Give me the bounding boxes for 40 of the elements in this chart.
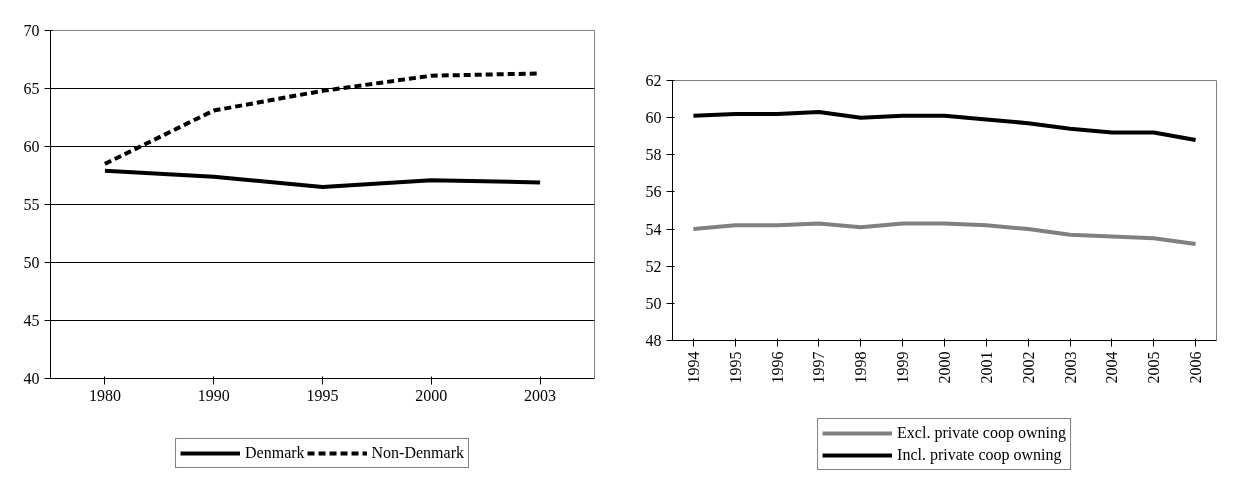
y-tick-label: 50 [645, 294, 662, 312]
x-tick-label: 2000 [415, 386, 448, 404]
x-tick-label: 1995 [726, 351, 744, 384]
x-tick-label: 2003 [1061, 351, 1079, 384]
y-tick-label: 48 [645, 332, 662, 349]
line-series [691, 221, 1198, 246]
y-tick-label: 70 [23, 22, 40, 39]
x-tick-label: 1999 [894, 351, 912, 384]
y-tick-label: 52 [645, 257, 662, 275]
y-tick-label: 62 [645, 72, 662, 89]
legend-label: Non-Denmark [371, 444, 464, 462]
x-tick-label: 1998 [852, 351, 870, 384]
line-series [691, 110, 1198, 142]
x-tick-label: 1997 [810, 351, 828, 384]
x-tick-label: 1994 [684, 351, 702, 384]
x-tick-label: 2006 [1187, 351, 1205, 384]
legend-label: Denmark [245, 444, 305, 462]
x-tick-label: 2005 [1145, 351, 1163, 384]
legend-label: Excl. private coop owning [897, 424, 1066, 442]
y-tick-label: 55 [23, 196, 40, 213]
line-series [102, 168, 543, 190]
x-tick-label: 1980 [88, 386, 121, 404]
x-tick-label: 2002 [1019, 351, 1037, 384]
x-tick-label: 1995 [306, 386, 339, 404]
y-tick-label: 58 [645, 146, 662, 164]
x-tick-label: 2004 [1103, 351, 1121, 384]
x-tick-label: 2001 [977, 351, 995, 384]
y-tick-label: 56 [645, 183, 662, 201]
x-tick-label: 2003 [524, 386, 557, 404]
y-tick-label: 54 [645, 220, 662, 238]
y-tick-label: 40 [23, 370, 40, 387]
y-tick-label: 60 [23, 138, 40, 155]
y-tick-label: 50 [23, 254, 40, 271]
x-tick-label: 2000 [936, 351, 953, 384]
y-tick-label: 65 [23, 80, 40, 97]
x-tick-label: 1990 [197, 386, 230, 404]
x-tick-label: 1996 [768, 351, 786, 384]
legend-label: Incl. private coop owning [897, 446, 1062, 464]
y-tick-label: 45 [23, 312, 40, 329]
y-tick-label: 60 [645, 109, 662, 127]
